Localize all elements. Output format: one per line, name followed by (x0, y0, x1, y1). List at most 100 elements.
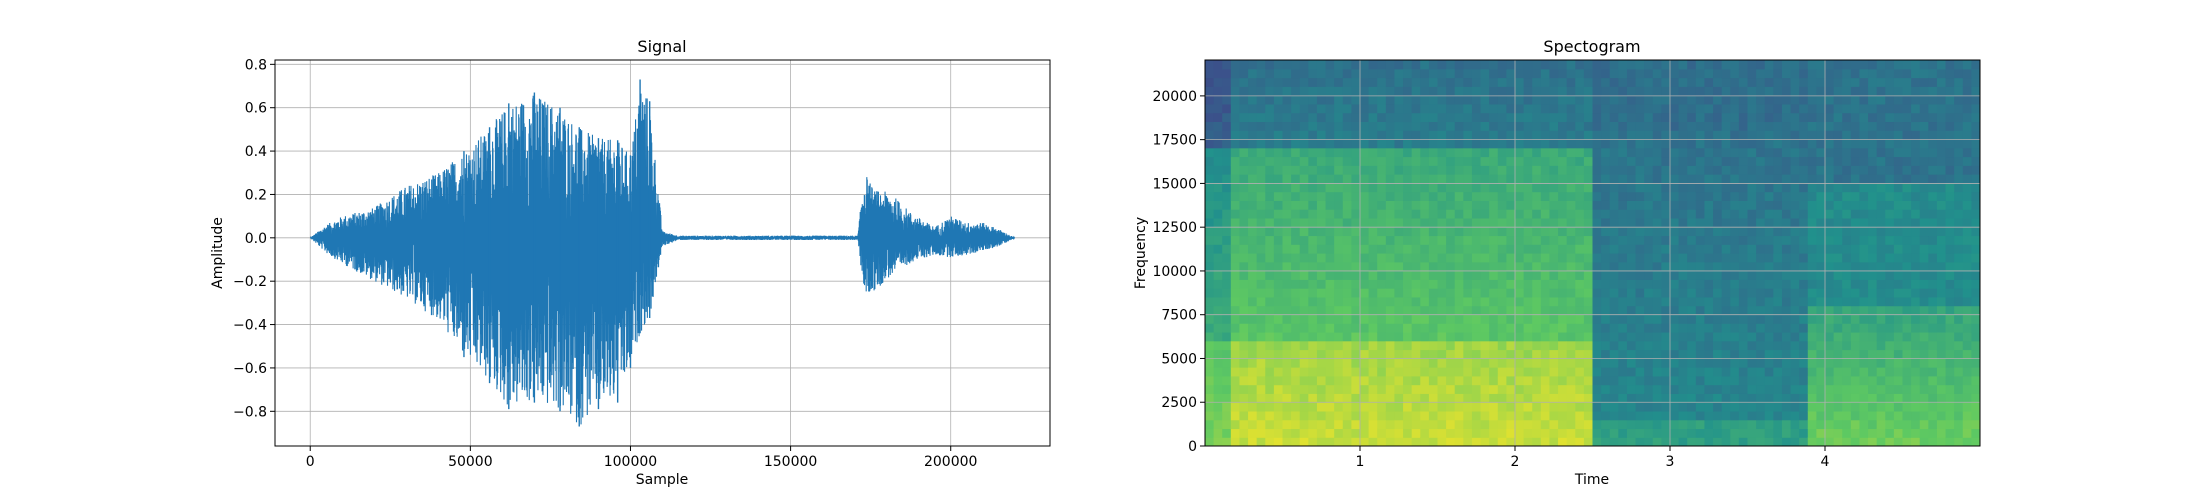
spectrogram-cell (1721, 86, 1731, 96)
spectrogram-cell (1592, 253, 1602, 263)
spectrogram-cell (1738, 253, 1749, 263)
spectrogram-cell (1239, 121, 1249, 131)
spectrogram-cell (1911, 147, 1921, 158)
spectrogram-cell (1523, 86, 1533, 96)
spectrogram-cell (1868, 174, 1878, 184)
spectrogram-cell (1575, 296, 1585, 307)
spectrogram-cell (1291, 121, 1301, 131)
spectrogram-cell (1454, 112, 1464, 123)
spectrogram-cell (1523, 77, 1533, 87)
spectrogram-cell (1635, 147, 1645, 158)
spectrogram-cell (1342, 437, 1352, 446)
spectrogram-cell (1807, 367, 1817, 377)
spectrogram-cell (1549, 112, 1559, 123)
spectrogram-cell (1885, 296, 1895, 307)
spectrogram-cell (1626, 103, 1637, 114)
spectrogram-cell (1230, 156, 1241, 166)
spectrogram-cell (1325, 358, 1335, 368)
spectrogram-cell (1291, 209, 1301, 219)
spectrogram-cell (1850, 121, 1861, 131)
spectrogram-cell (1368, 305, 1378, 316)
spectrogram-cell (1316, 68, 1327, 79)
spectrogram-cell (1368, 402, 1378, 412)
spectrogram-cell (1781, 305, 1792, 316)
spectrogram-cell (1635, 270, 1645, 280)
spectrogram-cell (1893, 130, 1904, 140)
spectrogram-cell (1497, 331, 1507, 342)
spectrogram-cell (1506, 384, 1516, 394)
spectrogram-cell (1644, 235, 1654, 245)
spectrogram-cell (1747, 367, 1757, 377)
spectrogram-cell (1704, 226, 1714, 237)
spectrogram-cell (1549, 367, 1559, 377)
spectrogram-cell (1945, 367, 1955, 377)
spectrogram-cell (1592, 314, 1602, 324)
spectrogram-cell (1454, 331, 1464, 342)
spectrogram-cell (1919, 375, 1929, 386)
spectrogram-cell (1807, 384, 1817, 394)
spectrogram-cell (1558, 121, 1568, 131)
spectrogram-cell (1248, 182, 1258, 193)
spectrogram-cell (1713, 402, 1723, 412)
spectrogram-cell (1635, 428, 1645, 438)
spectrogram-cell (1833, 77, 1843, 87)
spectrogram-cell (1523, 156, 1533, 166)
spectrogram-cell (1480, 138, 1490, 149)
spectrogram-cell (1644, 200, 1654, 210)
spectrogram-cell (1773, 384, 1783, 394)
spectrogram-cell (1842, 156, 1852, 166)
spectrogram-cell (1928, 331, 1938, 342)
spectrogram-cell (1222, 121, 1232, 131)
spectrogram-cell (1635, 437, 1645, 446)
spectrogram-cell (1403, 367, 1413, 377)
spectrogram-cell (1463, 305, 1473, 316)
spectrogram-cell (1515, 244, 1525, 254)
spectrogram-cell (1644, 182, 1654, 193)
spectrogram-cell (1506, 235, 1516, 245)
spectrogram-cell (1730, 156, 1740, 166)
spectrogram-cell (1360, 410, 1370, 421)
spectrogram-cell (1325, 191, 1335, 201)
spectrogram-cell (1273, 349, 1284, 359)
spectrogram-cell (1540, 261, 1551, 272)
spectrogram-cell (1618, 156, 1628, 166)
spectrogram-cell (1652, 130, 1662, 140)
spectrogram-cell (1962, 261, 1972, 272)
spectrogram-cell (1248, 393, 1258, 403)
spectrogram-cell (1592, 375, 1602, 386)
spectrogram-cell (1291, 437, 1301, 446)
spectrogram-cell (1868, 340, 1878, 351)
spectrogram-cell (1919, 156, 1929, 166)
spectrogram-cell (1428, 384, 1439, 394)
spectrogram-cell (1790, 340, 1800, 351)
spectrogram-cell (1781, 331, 1792, 342)
spectrogram-cell (1360, 340, 1370, 351)
spectrogram-cell (1454, 77, 1464, 87)
spectrogram-cell (1334, 349, 1344, 359)
spectrogram-cell (1670, 68, 1680, 79)
spectrogram-cell (1583, 147, 1594, 158)
spectrogram-cell (1816, 253, 1826, 263)
spectrogram-cell (1859, 217, 1869, 228)
spectrogram-cell (1471, 103, 1482, 114)
spectrogram-cell (1661, 95, 1671, 105)
spectrogram-cell (1256, 86, 1266, 96)
spectrogram-cell (1213, 95, 1223, 105)
spectrogram-cell (1799, 217, 1809, 228)
spectrogram-cell (1799, 235, 1809, 245)
spectrogram-cell (1609, 279, 1619, 289)
spectrogram-cell (1566, 402, 1576, 412)
spectrogram-cell (1945, 103, 1955, 114)
spectrogram-cell (1833, 147, 1843, 158)
spectrogram-cell (1919, 419, 1929, 430)
spectrogram-cell (1738, 112, 1749, 123)
spectrogram-cell (1428, 331, 1439, 342)
spectrogram-cell (1471, 95, 1482, 105)
spectrogram-cell (1265, 68, 1275, 79)
spectrogram-cell (1454, 314, 1464, 324)
spectrogram-cell (1205, 331, 1215, 342)
spectrogram-cell (1446, 375, 1456, 386)
spectrogram-cell (1385, 428, 1396, 438)
spectrogram-cell (1523, 103, 1533, 114)
